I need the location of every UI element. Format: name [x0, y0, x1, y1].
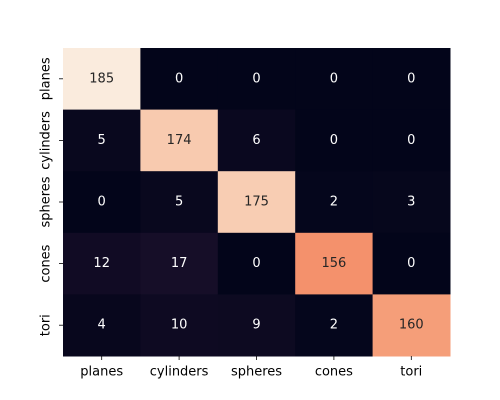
y-tick-label: planes	[39, 57, 54, 100]
cell-value-label: 0	[175, 71, 183, 86]
x-tick-label: spheres	[231, 365, 282, 380]
x-tick-label: cylinders	[150, 365, 209, 380]
cell-value-label: 4	[98, 318, 106, 333]
heatmap-cell-cylinders-planes	[63, 109, 141, 172]
heatmap-cell-cylinders-tori	[372, 109, 451, 172]
heatmap-cell-cones-tori	[372, 232, 451, 295]
cell-value-label: 10	[171, 318, 188, 333]
heatmap-cell-planes-tori	[372, 48, 451, 111]
heatmap-cell-tori-cylinders	[140, 294, 219, 357]
y-tick-label: spheres	[39, 176, 54, 227]
heatmap-cell-cylinders-spheres	[217, 109, 296, 172]
heatmap-cell-cones-spheres	[217, 232, 296, 295]
cell-value-label: 175	[244, 195, 269, 210]
cell-value-labels: 185 0 0 0 0 5 174 6 0 0 0 5 175 2 3 12 17 0 156 0 4 10 9 2 160	[89, 71, 423, 332]
x-tick-label: tori	[400, 365, 422, 380]
heatmap-cells	[63, 48, 451, 357]
cell-value-label: 2	[330, 318, 338, 333]
heatmap-cell-cones-planes	[63, 232, 141, 295]
y-tick-labels: planes cylinders spheres cones tori	[39, 57, 63, 336]
heatmap-cell-cones-cylinders	[140, 232, 219, 295]
cell-value-label: 0	[330, 71, 338, 86]
heatmap-cell-tori-tori	[372, 294, 451, 357]
cell-value-label: 160	[399, 318, 424, 333]
heatmap-cell-spheres-planes	[63, 171, 141, 234]
cell-value-label: 0	[98, 195, 106, 210]
cell-value-label: 0	[252, 71, 260, 86]
heatmap-cell-planes-spheres	[217, 48, 296, 111]
cell-value-label: 6	[252, 133, 260, 148]
cell-value-label: 174	[167, 133, 192, 148]
cell-value-label: 5	[98, 133, 106, 148]
x-tick-labels: planes cylinders spheres cones tori	[80, 356, 422, 380]
heatmap-cell-spheres-cylinders	[140, 171, 219, 234]
heatmap-cell-tori-cones	[295, 294, 374, 357]
heatmap-cell-spheres-spheres	[217, 171, 296, 234]
cell-value-label: 0	[407, 71, 415, 86]
y-tick-label: cylinders	[39, 111, 54, 170]
cell-value-label: 12	[93, 256, 110, 271]
heatmap-cell-planes-cones	[295, 48, 374, 111]
heatmap-cell-tori-planes	[63, 294, 141, 357]
heatmap-cell-cylinders-cones	[295, 109, 374, 172]
heatmap-cell-cones-cones	[295, 232, 374, 295]
cell-value-label: 5	[175, 195, 183, 210]
x-tick-label: planes	[80, 365, 123, 380]
y-tick-label: tori	[39, 314, 54, 336]
cell-value-label: 156	[321, 256, 346, 271]
cell-value-label: 9	[252, 318, 260, 333]
cell-value-label: 2	[330, 195, 338, 210]
heatmap-cell-planes-cylinders	[140, 48, 219, 111]
heatmap-cell-spheres-cones	[295, 171, 374, 234]
heatmap-cell-planes-planes	[63, 48, 141, 111]
x-tick-label: cones	[315, 365, 353, 380]
cell-value-label: 0	[407, 256, 415, 271]
heatmap-cell-tori-spheres	[217, 294, 296, 357]
cell-value-label: 0	[252, 256, 260, 271]
cell-value-label: 17	[171, 256, 188, 271]
cell-value-label: 0	[330, 133, 338, 148]
y-tick-label: cones	[39, 244, 54, 282]
cell-value-label: 0	[407, 133, 415, 148]
cell-value-label: 185	[89, 71, 114, 86]
heatmap-cell-spheres-tori	[372, 171, 451, 234]
cell-value-label: 3	[407, 195, 415, 210]
heatmap-cell-cylinders-cylinders	[140, 109, 219, 172]
